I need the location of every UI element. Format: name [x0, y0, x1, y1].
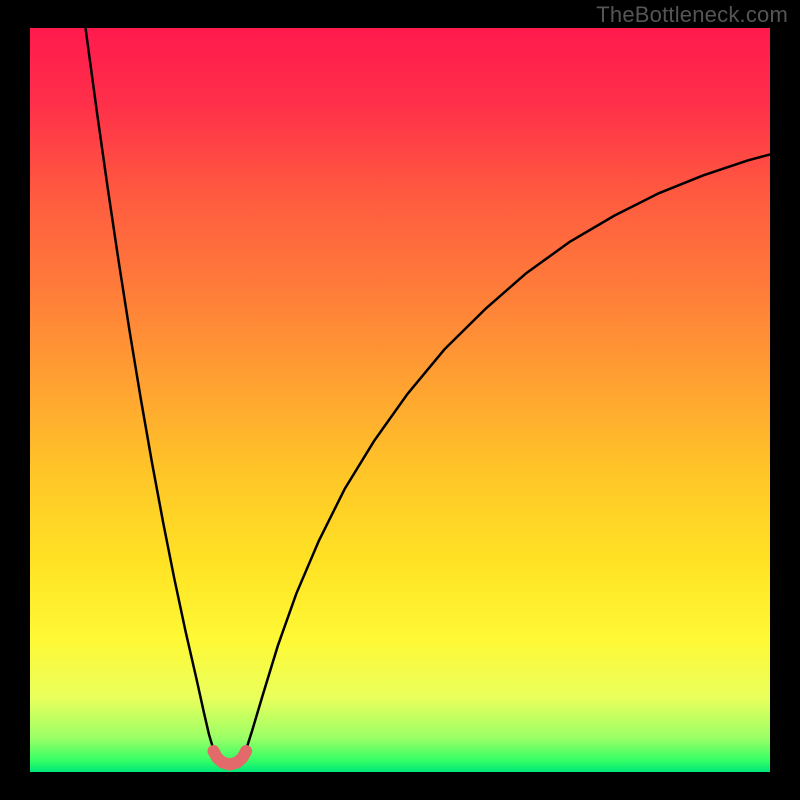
watermark-text: TheBottleneck.com [596, 2, 788, 28]
optimal-range-right-dot [240, 745, 252, 757]
plot-area [30, 28, 770, 772]
chart-frame: TheBottleneck.com [0, 0, 800, 800]
bottleneck-curve-chart [30, 28, 770, 772]
optimal-range-left-dot [208, 745, 220, 757]
